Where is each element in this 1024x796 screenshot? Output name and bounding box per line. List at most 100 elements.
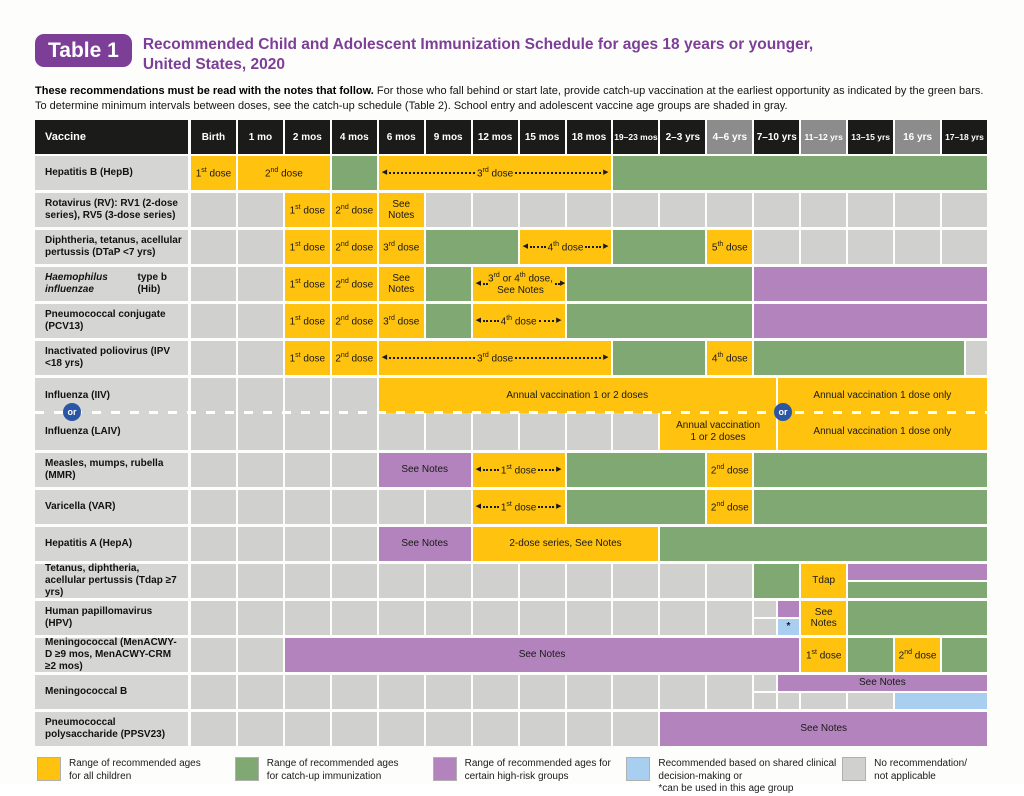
vaccine-label-hpv: Human papillomavirus (HPV) (35, 601, 188, 635)
cell-laiv-annual-vaccination-1-dose-only: Annual vaccination 1 dose only (777, 413, 987, 450)
range-cell-gray (660, 601, 706, 635)
range-cell-green (425, 304, 471, 338)
age-column-header: 17–18 yrs (942, 120, 987, 154)
range-cell-gray (284, 378, 330, 413)
legend-item-purple: Range of recommended ages for certain hi… (432, 757, 627, 796)
range-cell-green (566, 267, 753, 301)
range-cell-gray (519, 564, 565, 598)
vaccine-label-iiv: Influenza (IIV) (35, 378, 188, 413)
cell-hib-1st-dose: 1st dose (284, 267, 330, 301)
row-cells-laiv: Annual vaccination 1 or 2 doses Annual vac… (190, 413, 988, 450)
dose-label: 3rd dose (476, 166, 514, 180)
cell-hepa-see-notes: See Notes (378, 527, 471, 561)
cell-pcv13-4th-dose: ◀ 4th dose ▶ (472, 304, 565, 338)
age-column-header: 1 mo (237, 120, 283, 154)
range-cell-gray (425, 601, 471, 635)
table1-badge: Table 1 (35, 34, 132, 68)
cell-dtap-3rd-dose: 3rd dose (378, 230, 424, 264)
range-cell-gray (191, 564, 236, 598)
cell-ipv-1st-dose: 1st dose (284, 341, 330, 375)
cell-dtap-4th-dose: ◀ 4th dose ▶ (519, 230, 612, 264)
page-title-line1: Recommended Child and Adolescent Immuniz… (142, 36, 814, 53)
arrow-left-icon: ◀ (381, 354, 388, 362)
range-cell-gray (191, 490, 236, 524)
dose-range-arrows: ◀ 1st dose ▶ (473, 501, 565, 514)
arrow-right-icon: ▶ (556, 466, 562, 474)
row-cells-rv: 1st dose 2nd dose See Notes (190, 193, 988, 227)
age-column-header: 15 mos (519, 120, 565, 154)
row-cells-hepa: See Notes 2-dose series, See Notes (190, 527, 988, 561)
dose-range-arrows: ◀ 4th dose ▶ (473, 315, 565, 328)
legend-swatch-purple (432, 757, 457, 781)
arrow-left-icon: ◀ (475, 503, 482, 511)
range-cell-gray (191, 230, 236, 264)
vaccine-row-hepb: Hepatitis B (HepB) 1st dose 2nd dose ◀ 3rd d… (35, 156, 988, 190)
cell-iiv-annual-vaccination-1-or-2-doses: Annual vaccination 1 or 2 doses (378, 378, 776, 413)
or-badge-left: or (63, 403, 81, 421)
range-cell-gray (237, 601, 283, 635)
range-cell-gray (801, 230, 847, 264)
arrow-right-icon: ▶ (603, 169, 609, 177)
range-cell-gray (191, 267, 236, 301)
range-cell-gray (754, 193, 800, 227)
range-cell-gray (519, 712, 565, 746)
range-cell-gray (895, 230, 941, 264)
intro-text: These recommendations must be read with … (35, 84, 989, 114)
row-cells-pcv13: 1st dose 2nd dose 3rd dose ◀ 4th dose ▶ (190, 304, 988, 338)
range-cell-green (613, 230, 706, 264)
range-cell-green (613, 341, 706, 375)
range-cell-gray (754, 619, 776, 635)
cell-tdap-tdap: Tdap (801, 564, 847, 598)
cell-var-2nd-dose: 2nd dose (707, 490, 753, 524)
dashed-line (483, 468, 499, 471)
vaccine-label-var: Varicella (VAR) (35, 490, 188, 524)
vaccine-label-menb: Meningococcal B (35, 675, 188, 709)
vaccine-label-mmr: Measles, mumps, rubella (MMR) (35, 453, 188, 487)
vaccine-label-hib: Haemophilus influenzae type b (Hib) (35, 267, 188, 301)
dose-range-arrows: ◀ 3rd dose ▶ (379, 167, 612, 180)
legend-item-yellow: Range of recommended ages for all childr… (37, 757, 235, 796)
dashed-line (529, 245, 546, 248)
arrow-left-icon: ◀ (522, 243, 528, 251)
cell-dtap-1st-dose: 1st dose (284, 230, 330, 264)
range-cell-gray (191, 413, 236, 450)
range-cell-gray (613, 564, 659, 598)
range-cell-gray (754, 675, 776, 691)
range-cell-gray (237, 527, 283, 561)
range-cell-gray (519, 193, 565, 227)
cell-hpv-see-notes: See Notes (801, 601, 847, 635)
cell-ipv-4th-dose: 4th dose (707, 341, 753, 375)
range-cell-gray (237, 638, 283, 672)
range-cell-gray (425, 193, 471, 227)
range-cell-gray (284, 527, 330, 561)
age-column-header: 13–15 yrs (848, 120, 894, 154)
cell-ipv-2nd-dose: 2nd dose (331, 341, 377, 375)
legend-swatch-yellow (37, 757, 61, 781)
range-cell-gray (284, 675, 330, 709)
dose-range-arrows: ◀ 3rd or 4th dose, See Notes ▶ (473, 272, 566, 296)
cell-dtap-2nd-dose: 2nd dose (331, 230, 377, 264)
range-cell-green (425, 230, 518, 264)
range-cell-gray (331, 712, 377, 746)
vaccine-row-mmr: Measles, mumps, rubella (MMR) See Notes ◀ 1… (35, 453, 988, 487)
cell-var-1st-dose: ◀ 1st dose ▶ (472, 490, 565, 524)
cell-menacwy-see-notes: See Notes (284, 638, 800, 672)
range-cell-gray (613, 193, 659, 227)
range-cell-gray (237, 267, 283, 301)
arrow-right-icon: ▶ (603, 354, 609, 362)
cell-rv-see-notes: See Notes (378, 193, 424, 227)
dose-label: 1st dose (500, 500, 537, 514)
range-cell-gray (191, 675, 236, 709)
dashed-line (515, 356, 602, 359)
vaccine-label-rv: Rotavirus (RV): RV1 (2-dose series), RV5… (35, 193, 188, 227)
vaccine-row-tdap: Tetanus, diphtheria, acellular pertussis… (35, 563, 988, 598)
cell-ppsv23-see-notes: See Notes (660, 712, 987, 746)
cell-ipv-3rd-dose: ◀ 3rd dose ▶ (378, 341, 612, 375)
arrow-left-icon: ◀ (475, 317, 482, 325)
vaccine-row-hib: Haemophilus influenzae type b (Hib) 1st d… (35, 267, 988, 301)
row-cells-mmr: See Notes ◀ 1st dose ▶ 2nd dose (190, 453, 988, 487)
range-cell-gray (707, 564, 753, 598)
range-cell-gray (331, 378, 377, 413)
intro-line1: These recommendations must be read with … (35, 84, 989, 99)
header-row: Vaccine Birth 1 mo 2 mos 4 mos 6 mos 9 mos 12 … (35, 120, 988, 154)
